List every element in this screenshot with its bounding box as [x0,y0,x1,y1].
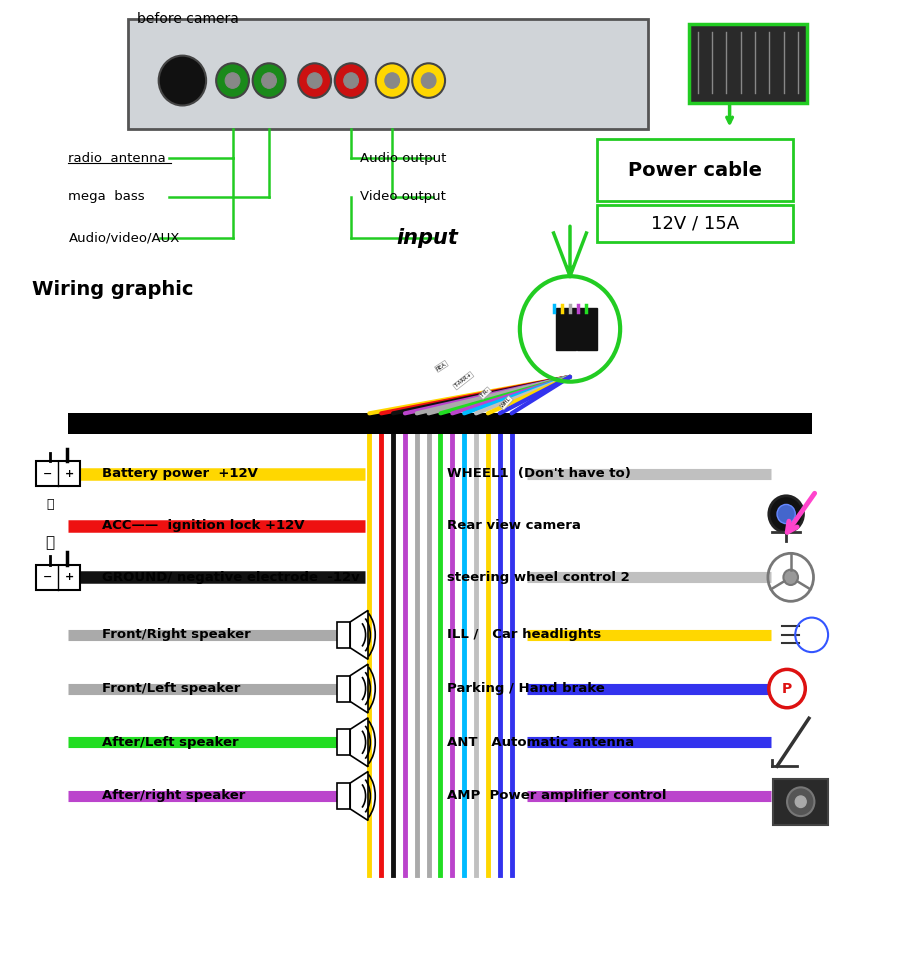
Text: ANT   Automatic antenna: ANT Automatic antenna [446,736,633,749]
Circle shape [334,63,367,98]
Circle shape [768,496,803,532]
Circle shape [794,796,805,807]
Circle shape [216,63,249,98]
Circle shape [776,504,794,524]
Bar [597,139,793,201]
Circle shape [768,669,804,708]
Text: 🚗: 🚗 [46,535,55,550]
Circle shape [159,56,206,105]
Bar [128,19,647,129]
Circle shape [375,63,408,98]
Circle shape [384,73,399,88]
Text: GROUND/ negative electrode  -12v: GROUND/ negative electrode -12v [102,571,360,584]
Text: input: input [396,228,458,247]
Text: before camera: before camera [137,12,239,27]
Circle shape [225,73,240,88]
Bar [68,413,811,434]
Text: Front/Left speaker: Front/Left speaker [102,682,241,695]
Text: Battery power  +12V: Battery power +12V [102,467,258,480]
Bar [577,308,597,350]
Text: AMP  Power amplifier control: AMP Power amplifier control [446,789,666,803]
Text: 🔑: 🔑 [46,498,54,511]
Text: radio  antenna: radio antenna [68,152,166,165]
Text: T-ARR+: T-ARR+ [453,372,473,389]
Text: 12V / 15A: 12V / 15A [650,215,739,232]
Circle shape [261,73,276,88]
Bar [597,205,793,242]
Text: WHL: WHL [499,396,512,409]
Text: Rear view camera: Rear view camera [446,519,580,532]
Bar [336,783,350,809]
Text: Audio/video/AUX: Audio/video/AUX [68,231,179,245]
Text: ILL /   Car headlights: ILL / Car headlights [446,628,600,642]
Circle shape [783,570,797,585]
Text: Parking / Hand brake: Parking / Hand brake [446,682,604,695]
Text: Audio output: Audio output [360,152,446,165]
Text: WHEEL1  (Don't have to): WHEEL1 (Don't have to) [446,467,630,480]
Bar [336,729,350,756]
Bar [556,308,576,350]
Polygon shape [350,771,368,820]
Text: +: + [65,469,74,479]
Text: mega  bass: mega bass [68,190,145,203]
Circle shape [786,787,814,816]
Text: −: − [43,573,52,582]
Text: After/Left speaker: After/Left speaker [102,736,239,749]
Text: After/right speaker: After/right speaker [102,789,245,803]
Circle shape [252,63,285,98]
Polygon shape [350,717,368,767]
Text: −: − [43,469,52,479]
Text: steering wheel control 2: steering wheel control 2 [446,571,629,584]
Circle shape [421,73,435,88]
Text: Power cable: Power cable [628,161,762,179]
Bar [36,461,80,486]
Text: ACC——  ignition lock +12V: ACC—— ignition lock +12V [102,519,304,532]
Polygon shape [350,610,368,660]
Text: P: P [781,682,792,695]
Circle shape [343,73,358,88]
Bar [336,621,350,648]
Text: +: + [65,573,74,582]
Text: Wiring graphic: Wiring graphic [32,280,193,299]
Bar [36,565,80,590]
Circle shape [298,63,331,98]
Circle shape [412,63,445,98]
Text: REA: REA [435,362,446,371]
Polygon shape [350,664,368,713]
Bar [688,24,806,103]
Bar [773,779,827,825]
Bar [336,675,350,702]
Text: T R-: T R- [479,387,490,399]
Text: Front/Right speaker: Front/Right speaker [102,628,251,642]
Text: Video output: Video output [360,190,445,203]
Circle shape [307,73,322,88]
